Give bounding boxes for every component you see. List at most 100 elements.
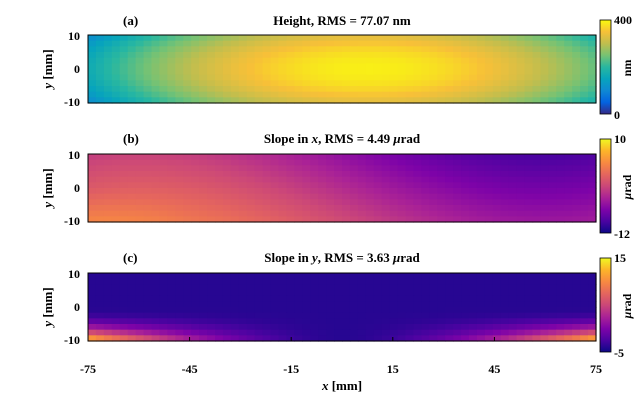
heatmap-cell bbox=[556, 318, 565, 325]
heatmap-cell bbox=[508, 74, 518, 81]
heatmap-cell bbox=[421, 278, 430, 285]
heatmap-cell bbox=[540, 307, 549, 314]
ytick-a-mid: 0 bbox=[74, 62, 80, 76]
heatmap-cell bbox=[151, 80, 161, 87]
heatmap-cell bbox=[230, 278, 240, 285]
heatmap-cell bbox=[548, 290, 557, 297]
ylabel-c-var: y bbox=[40, 321, 55, 329]
heatmap-cell bbox=[270, 69, 280, 76]
heatmap-cell bbox=[405, 69, 415, 76]
heatmap-cell bbox=[230, 329, 240, 336]
heatmap-cell bbox=[500, 165, 510, 172]
panel-label-c: (c) bbox=[123, 250, 137, 265]
heatmap-cell bbox=[342, 312, 351, 319]
heatmap-cell bbox=[437, 216, 446, 223]
heatmap-cell bbox=[135, 335, 145, 342]
heatmap-cell bbox=[183, 46, 192, 53]
heatmap-cell bbox=[532, 57, 542, 64]
heatmap-cell bbox=[580, 86, 589, 93]
heatmap-cell bbox=[254, 182, 264, 189]
heatmap-cell bbox=[270, 312, 280, 319]
heatmap-cell bbox=[159, 52, 168, 59]
heatmap-cell bbox=[516, 154, 526, 161]
heatmap-cell bbox=[445, 80, 454, 87]
heatmap-cell bbox=[429, 80, 438, 87]
heatmap-cell bbox=[405, 284, 415, 291]
heatmap-cell bbox=[294, 52, 303, 59]
heatmap-cell bbox=[588, 335, 597, 342]
heatmap-cell bbox=[580, 324, 589, 331]
heatmap-cell bbox=[548, 335, 557, 342]
heatmap-cell bbox=[151, 199, 161, 206]
heatmap-cell bbox=[215, 216, 224, 223]
heatmap-cell bbox=[445, 46, 454, 53]
colorbar-b-max: 10 bbox=[614, 132, 626, 146]
heatmap-cell bbox=[492, 182, 502, 189]
heatmap-cell bbox=[373, 335, 383, 342]
heatmap-cell bbox=[318, 69, 327, 76]
heatmap-cell bbox=[310, 165, 319, 172]
heatmap-cell bbox=[262, 278, 272, 285]
heatmap-cell bbox=[318, 40, 327, 47]
heatmap-cell bbox=[373, 46, 383, 53]
heatmap-cell bbox=[191, 165, 200, 172]
heatmap-cell bbox=[532, 46, 542, 53]
heatmap-cell bbox=[429, 193, 438, 200]
colorbar-c-unit: rad bbox=[620, 293, 634, 311]
heatmap-cell bbox=[445, 154, 454, 161]
heatmap-cell bbox=[476, 80, 486, 87]
heatmap-cell bbox=[199, 312, 208, 319]
heatmap-cell bbox=[159, 312, 168, 319]
heatmap-cell bbox=[461, 80, 470, 87]
heatmap-cell bbox=[135, 318, 145, 325]
heatmap-cell bbox=[445, 35, 454, 42]
heatmap-cell bbox=[564, 273, 573, 280]
heatmap-cell bbox=[484, 295, 494, 302]
heatmap-cell bbox=[445, 86, 454, 93]
heatmap-cell bbox=[262, 324, 272, 331]
heatmap-cell bbox=[357, 273, 367, 280]
heatmap-cell bbox=[429, 176, 438, 183]
heatmap-cell bbox=[405, 324, 415, 331]
heatmap-cell bbox=[564, 74, 573, 81]
heatmap-cell bbox=[476, 307, 486, 314]
heatmap-cell bbox=[326, 329, 335, 336]
heatmap-cell bbox=[453, 188, 462, 195]
heatmap-cell bbox=[151, 188, 161, 195]
heatmap-cell bbox=[294, 188, 303, 195]
heatmap-cell bbox=[476, 329, 486, 336]
heatmap-cell bbox=[230, 216, 240, 223]
heatmap-cell bbox=[437, 80, 446, 87]
heatmap-cell bbox=[357, 324, 367, 331]
heatmap-cell bbox=[548, 97, 557, 104]
heatmap-cell bbox=[238, 318, 248, 325]
heatmap-cell bbox=[286, 295, 295, 302]
heatmap-cell bbox=[95, 290, 105, 297]
heatmap-cell bbox=[429, 171, 438, 178]
heatmap-cell bbox=[492, 301, 502, 308]
heatmap-cell bbox=[246, 199, 256, 206]
heatmap-cell bbox=[342, 74, 351, 81]
heatmap-cell bbox=[222, 284, 232, 291]
heatmap-cell bbox=[500, 159, 510, 166]
heatmap-cell bbox=[318, 301, 327, 308]
heatmap-cell bbox=[119, 74, 129, 81]
heatmap-cell bbox=[167, 91, 176, 98]
heatmap-cell bbox=[461, 210, 470, 217]
heatmap-cell bbox=[373, 63, 383, 70]
heatmap-cell bbox=[326, 97, 335, 104]
heatmap-cell bbox=[127, 80, 137, 87]
heatmap-cell bbox=[532, 295, 542, 302]
heatmap-cell bbox=[183, 80, 192, 87]
heatmap-cell bbox=[484, 165, 494, 172]
heatmap-cell bbox=[429, 52, 438, 59]
heatmap-cell bbox=[294, 210, 303, 217]
heatmap-cell bbox=[119, 97, 129, 104]
heatmap-cell bbox=[159, 284, 168, 291]
heatmap-cell bbox=[580, 307, 589, 314]
heatmap-cell bbox=[127, 91, 137, 98]
heatmap-cell bbox=[572, 284, 581, 291]
heatmap-cell bbox=[445, 307, 454, 314]
heatmap-cell bbox=[349, 97, 359, 104]
heatmap-cell bbox=[437, 86, 446, 93]
